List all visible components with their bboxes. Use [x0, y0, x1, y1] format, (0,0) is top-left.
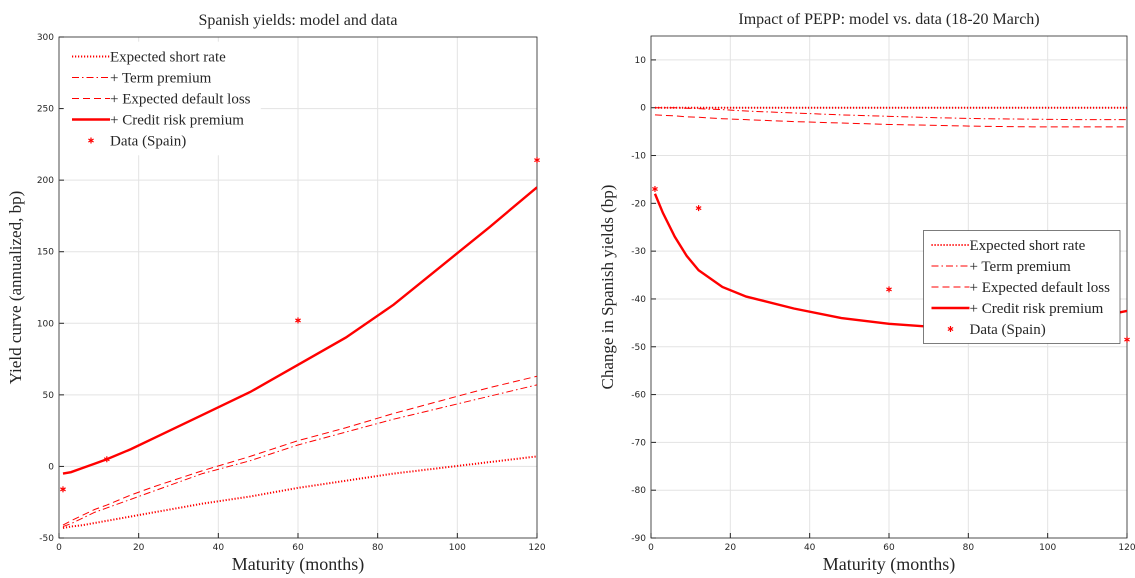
x-tick-label: 100 — [449, 543, 466, 553]
y-tick-label: 200 — [37, 176, 54, 186]
legend-label: + Expected default loss — [969, 280, 1110, 296]
data-point — [534, 157, 540, 164]
data-point — [1124, 336, 1130, 343]
y-tick-label: -30 — [631, 247, 646, 257]
marker-stroke — [886, 287, 892, 292]
legend-label: + Term premium — [969, 259, 1071, 275]
marker-stroke — [534, 158, 540, 163]
data-point — [60, 486, 66, 493]
x-tick-label: 0 — [648, 543, 654, 553]
x-axis-label: Maturity (months) — [232, 554, 365, 575]
x-tick-label: 60 — [292, 543, 304, 553]
x-tick-label: 60 — [883, 543, 895, 553]
y-tick-label: 300 — [37, 33, 54, 43]
plot-layer — [62, 186, 537, 529]
marker-stroke — [695, 206, 702, 211]
y-tick-label: 50 — [43, 391, 55, 401]
y-tick-label: -70 — [631, 438, 646, 448]
x-axis-label: Maturity (months) — [823, 554, 956, 575]
data-point — [295, 317, 301, 324]
y-tick-label: 0 — [640, 104, 646, 114]
marker-stroke — [1124, 337, 1130, 342]
x-tick-label: 40 — [804, 543, 816, 553]
y-tick-label: -80 — [631, 486, 646, 496]
series-line — [62, 384, 537, 528]
x-tick-label: 100 — [1039, 543, 1056, 553]
y-tick-label: -10 — [631, 152, 646, 162]
y-tick-label: -50 — [631, 343, 646, 353]
y-axis-label: Yield curve (annualized, bp) — [6, 191, 25, 385]
axes-box — [58, 36, 538, 539]
y-tick-label: -20 — [631, 199, 646, 209]
marker-stroke — [295, 318, 301, 323]
series-line — [62, 455, 537, 529]
marker-stroke — [88, 138, 94, 143]
y-tick-label: 0 — [48, 462, 54, 472]
data-point — [652, 185, 658, 192]
legend-marker — [947, 326, 954, 332]
marker-stroke — [652, 186, 658, 192]
y-tick-label: -60 — [631, 391, 646, 401]
legend-label: + Expected default loss — [110, 92, 251, 108]
legend-label: Expected short rate — [969, 238, 1085, 254]
legend-label: Data (Spain) — [110, 134, 186, 150]
legend-label: Expected short rate — [110, 50, 226, 66]
y-tick-label: 100 — [37, 319, 54, 329]
legend-label: + Credit risk premium — [969, 301, 1103, 317]
legend-label: Data (Spain) — [969, 322, 1045, 338]
chart-title: Impact of PEPP: model vs. data (18-20 Ma… — [738, 11, 1039, 28]
x-tick-label: 20 — [133, 543, 145, 553]
marker-stroke — [947, 326, 954, 332]
y-tick-label: 250 — [37, 105, 54, 115]
axes-box — [650, 35, 1128, 539]
legend: Expected short rate + Term premium + Expec… — [63, 41, 261, 156]
x-tick-label: 80 — [963, 543, 975, 553]
x-tick-label: 80 — [372, 543, 384, 553]
series-line — [654, 114, 1127, 128]
legend-label: + Term premium — [110, 71, 212, 87]
y-tick-label: -90 — [631, 534, 646, 544]
chart-title: Spanish yields: model and data — [198, 12, 397, 29]
marker-stroke — [60, 487, 66, 492]
x-tick-label: 120 — [1118, 543, 1135, 553]
data-point — [886, 286, 892, 293]
legend-label: + Credit risk premium — [110, 113, 244, 129]
legend: Expected short rate + Term premium + Expec… — [923, 230, 1121, 344]
data-point — [103, 456, 110, 463]
data-point — [695, 205, 702, 212]
series-line — [62, 186, 537, 475]
legend-marker — [88, 137, 94, 144]
x-tick-label: 0 — [56, 543, 62, 553]
series-line — [62, 375, 537, 526]
marker-stroke — [103, 457, 110, 462]
x-tick-label: 40 — [213, 543, 225, 553]
x-tick-label: 120 — [528, 543, 545, 553]
y-tick-label: -50 — [39, 534, 54, 544]
x-tick-label: 20 — [725, 543, 737, 553]
y-tick-label: 150 — [37, 248, 54, 258]
y-tick-label: -40 — [631, 295, 646, 305]
y-tick-label: 10 — [635, 56, 647, 66]
y-axis-label: Change in Spanish yields (bp) — [598, 185, 617, 390]
